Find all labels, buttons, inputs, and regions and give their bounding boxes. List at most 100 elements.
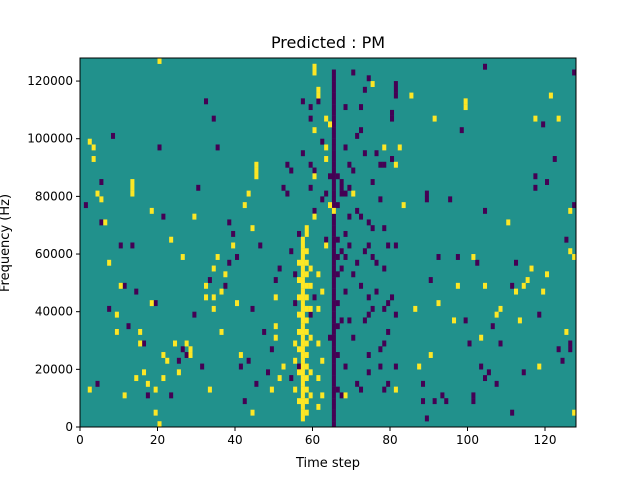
heatmap-cell-low [297,363,302,370]
heatmap-cell-high [304,398,309,405]
heatmap-cell-low [324,236,329,243]
heatmap-cell-high [118,282,123,289]
heatmap-cell-low [424,415,429,422]
heatmap-cell-low [560,357,565,364]
heatmap-cell-high [235,300,240,307]
heatmap-cell-high [304,248,309,255]
heatmap-cell-high [149,300,154,307]
heatmap-cell-high [297,294,302,301]
x-tick-label: 60 [305,433,320,447]
heatmap-cell-low [467,340,472,347]
heatmap-cell-low [331,150,336,157]
heatmap-cell-high [300,282,305,289]
heatmap-cell-high [324,156,329,162]
heatmap-cell-low [331,380,336,387]
heatmap-cell-low [393,86,398,93]
heatmap-cell-high [304,328,309,335]
heatmap-cell-low [370,305,375,312]
heatmap-cell-high [316,340,321,347]
heatmap-cell-low [390,115,395,122]
heatmap-cell-low [533,184,538,191]
heatmap-cell-low [184,352,189,358]
heatmap-cell-high [324,115,329,122]
heatmap-cell-low [130,242,135,249]
heatmap-cell-high [211,294,216,301]
heatmap-cell-low [510,282,515,289]
heatmap-cell-low [126,323,131,330]
heatmap-cell-low [331,277,336,284]
heatmap-cell-high [572,254,577,260]
heatmap-cell-high [393,386,398,393]
heatmap-cell-low [362,86,367,93]
heatmap-cell-low [390,294,395,301]
heatmap-cell-high [293,340,298,347]
heatmap-cell-low [331,352,336,358]
heatmap-cell-low [386,328,391,335]
heatmap-cell-high [297,398,302,405]
heatmap-cell-low [331,259,336,266]
heatmap-cell-low [331,69,336,76]
heatmap-cell-low [331,334,336,341]
heatmap-cell-low [424,190,429,197]
heatmap-cell-low [355,132,360,139]
chart-title: Predicted : PM [271,33,385,52]
heatmap-cell-high [223,271,228,278]
heatmap-cell-high [316,403,321,410]
heatmap-cell-low [145,392,150,399]
heatmap-cell-low [343,104,348,111]
heatmap-cell-high [300,311,305,318]
heatmap-cell-low [455,254,460,260]
heatmap-cell-low [331,132,336,139]
heatmap-cell-low [324,190,329,197]
heatmap-cell-low [331,144,336,151]
heatmap-cell-high [87,138,92,145]
heatmap-cell-low [320,196,325,203]
heatmap-cell-high [297,311,302,318]
heatmap-cell-low [308,311,313,318]
x-tick-label: 0 [76,433,84,447]
heatmap-cell-low [471,392,476,399]
heatmap-cell-high [479,334,484,341]
heatmap-cell-high [114,311,119,318]
heatmap-cell-low [328,173,333,180]
heatmap-cell-high [316,271,321,278]
heatmap-cell-high [312,173,317,180]
heatmap-cell-low [331,219,336,226]
heatmap-cell-low [254,380,259,387]
heatmap-cell-high [215,254,220,260]
heatmap-cell-low [331,121,336,128]
heatmap-cell-low [339,184,344,191]
heatmap-cell-high [436,300,441,307]
heatmap-cell-low [343,288,348,295]
heatmap-cell-low [370,254,375,260]
heatmap-cell-low [118,242,123,249]
heatmap-cell-high [246,190,251,197]
heatmap-cell-high [173,340,178,347]
heatmap-cell-low [122,282,127,289]
heatmap-cell-high [529,265,534,272]
heatmap-cell-high [568,248,573,255]
heatmap-cell-low [545,179,550,185]
heatmap-cell-low [521,369,526,376]
heatmap-cell-high [297,328,302,335]
heatmap-cell-low [421,380,426,387]
heatmap-cell-low [444,398,449,405]
heatmap-cell-high [304,340,309,347]
y-tick-label: 40000 [35,305,73,319]
heatmap-cell-low [382,161,387,168]
heatmap-cell-low [393,311,398,318]
heatmap-cell-high [533,115,538,122]
heatmap-cell-high [300,334,305,341]
heatmap-cell-low [335,300,340,307]
heatmap-cell-high [409,92,414,99]
heatmap-cell-low [238,363,243,370]
heatmap-cell-high [525,277,530,284]
heatmap-cell-low [331,254,336,260]
heatmap-cell-high [161,352,166,358]
x-tick-label: 20 [150,433,165,447]
heatmap-cell-high [514,288,519,295]
heatmap-cell-low [331,173,336,180]
heatmap-cell-high [300,392,305,399]
heatmap-cell-low [339,248,344,255]
heatmap-cell-high [320,288,325,295]
